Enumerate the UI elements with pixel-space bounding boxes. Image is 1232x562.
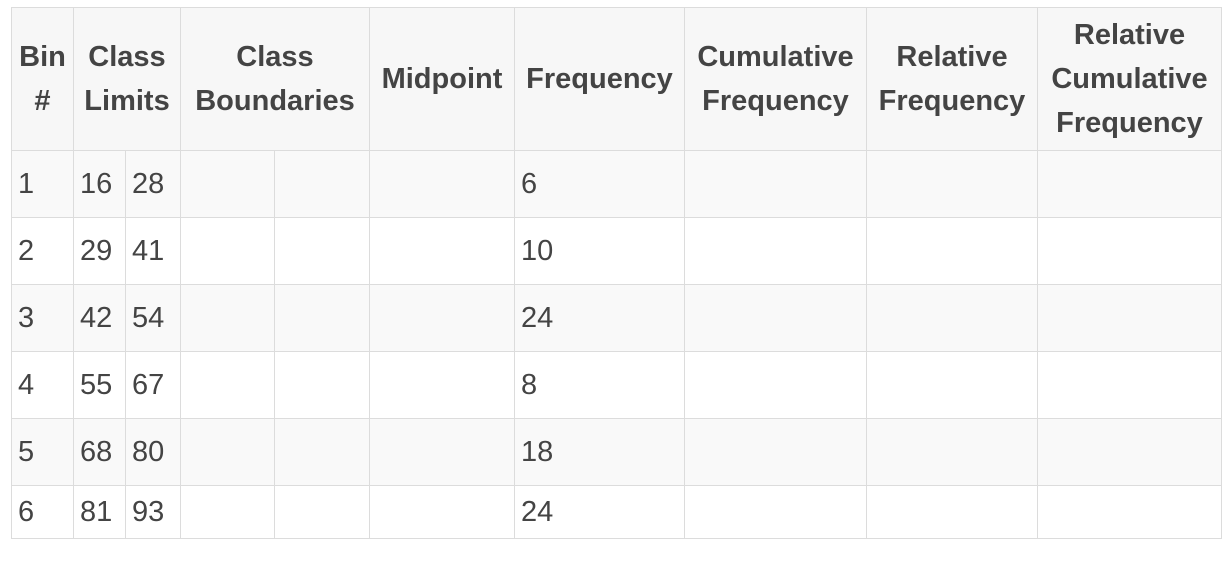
cell-bin: 5 — [11, 418, 74, 486]
cell-lower-boundary — [180, 217, 275, 285]
cell-relative-frequency — [866, 284, 1038, 352]
cell-midpoint — [369, 485, 515, 539]
cell-lower-limit: 81 — [73, 485, 126, 539]
cell-midpoint — [369, 150, 515, 218]
cell-relative-frequency — [866, 217, 1038, 285]
cell-bin: 1 — [11, 150, 74, 218]
table-row: 1 16 28 6 — [11, 150, 1222, 218]
cell-upper-limit: 28 — [125, 150, 181, 218]
cell-lower-boundary — [180, 284, 275, 352]
table-row: 2 29 41 10 — [11, 217, 1222, 285]
cell-frequency: 24 — [514, 284, 685, 352]
header-class-boundaries: Class Boundaries — [180, 7, 370, 151]
header-relative-frequency: Relative Frequency — [866, 7, 1038, 151]
cell-upper-limit: 67 — [125, 351, 181, 419]
cell-frequency: 24 — [514, 485, 685, 539]
header-relative-cumulative-frequency: Relative Cumulative Frequency — [1037, 7, 1222, 151]
cell-frequency: 8 — [514, 351, 685, 419]
cell-cumulative-frequency — [684, 150, 867, 218]
cell-midpoint — [369, 284, 515, 352]
cell-upper-boundary — [274, 217, 370, 285]
table-row: 6 81 93 24 — [11, 485, 1222, 539]
cell-upper-boundary — [274, 351, 370, 419]
cell-lower-limit: 16 — [73, 150, 126, 218]
cell-lower-boundary — [180, 485, 275, 539]
cell-upper-limit: 41 — [125, 217, 181, 285]
cell-relative-cumulative-frequency — [1037, 418, 1222, 486]
cell-cumulative-frequency — [684, 217, 867, 285]
header-class-limits: Class Limits — [73, 7, 181, 151]
cell-relative-frequency — [866, 485, 1038, 539]
cell-relative-frequency — [866, 351, 1038, 419]
cell-lower-limit: 55 — [73, 351, 126, 419]
table-row: 4 55 67 8 — [11, 351, 1222, 419]
cell-bin: 4 — [11, 351, 74, 419]
cell-lower-limit: 68 — [73, 418, 126, 486]
cell-upper-limit: 93 — [125, 485, 181, 539]
cell-bin: 3 — [11, 284, 74, 352]
cell-relative-frequency — [866, 418, 1038, 486]
table-row: 3 42 54 24 — [11, 284, 1222, 352]
cell-relative-cumulative-frequency — [1037, 351, 1222, 419]
table-row: 5 68 80 18 — [11, 418, 1222, 486]
cell-upper-limit: 54 — [125, 284, 181, 352]
cell-lower-boundary — [180, 351, 275, 419]
cell-bin: 2 — [11, 217, 74, 285]
cell-lower-limit: 42 — [73, 284, 126, 352]
cell-midpoint — [369, 351, 515, 419]
cell-lower-limit: 29 — [73, 217, 126, 285]
frequency-table: Bin # Class Limits Class Boundaries Midp… — [11, 7, 1222, 539]
cell-upper-limit: 80 — [125, 418, 181, 486]
cell-bin: 6 — [11, 485, 74, 539]
cell-frequency: 18 — [514, 418, 685, 486]
header-frequency: Frequency — [514, 7, 685, 151]
cell-midpoint — [369, 418, 515, 486]
cell-relative-cumulative-frequency — [1037, 150, 1222, 218]
cell-upper-boundary — [274, 485, 370, 539]
cell-relative-cumulative-frequency — [1037, 485, 1222, 539]
cell-relative-frequency — [866, 150, 1038, 218]
header-row: Bin # Class Limits Class Boundaries Midp… — [11, 7, 1222, 151]
cell-cumulative-frequency — [684, 284, 867, 352]
cell-frequency: 6 — [514, 150, 685, 218]
cell-relative-cumulative-frequency — [1037, 217, 1222, 285]
cell-lower-boundary — [180, 150, 275, 218]
cell-upper-boundary — [274, 284, 370, 352]
cell-upper-boundary — [274, 418, 370, 486]
cell-cumulative-frequency — [684, 351, 867, 419]
header-bin: Bin # — [11, 7, 74, 151]
header-midpoint: Midpoint — [369, 7, 515, 151]
cell-relative-cumulative-frequency — [1037, 284, 1222, 352]
header-cumulative-frequency: Cumulative Frequency — [684, 7, 867, 151]
cell-midpoint — [369, 217, 515, 285]
cell-cumulative-frequency — [684, 418, 867, 486]
cell-cumulative-frequency — [684, 485, 867, 539]
cell-lower-boundary — [180, 418, 275, 486]
cell-frequency: 10 — [514, 217, 685, 285]
cell-upper-boundary — [274, 150, 370, 218]
